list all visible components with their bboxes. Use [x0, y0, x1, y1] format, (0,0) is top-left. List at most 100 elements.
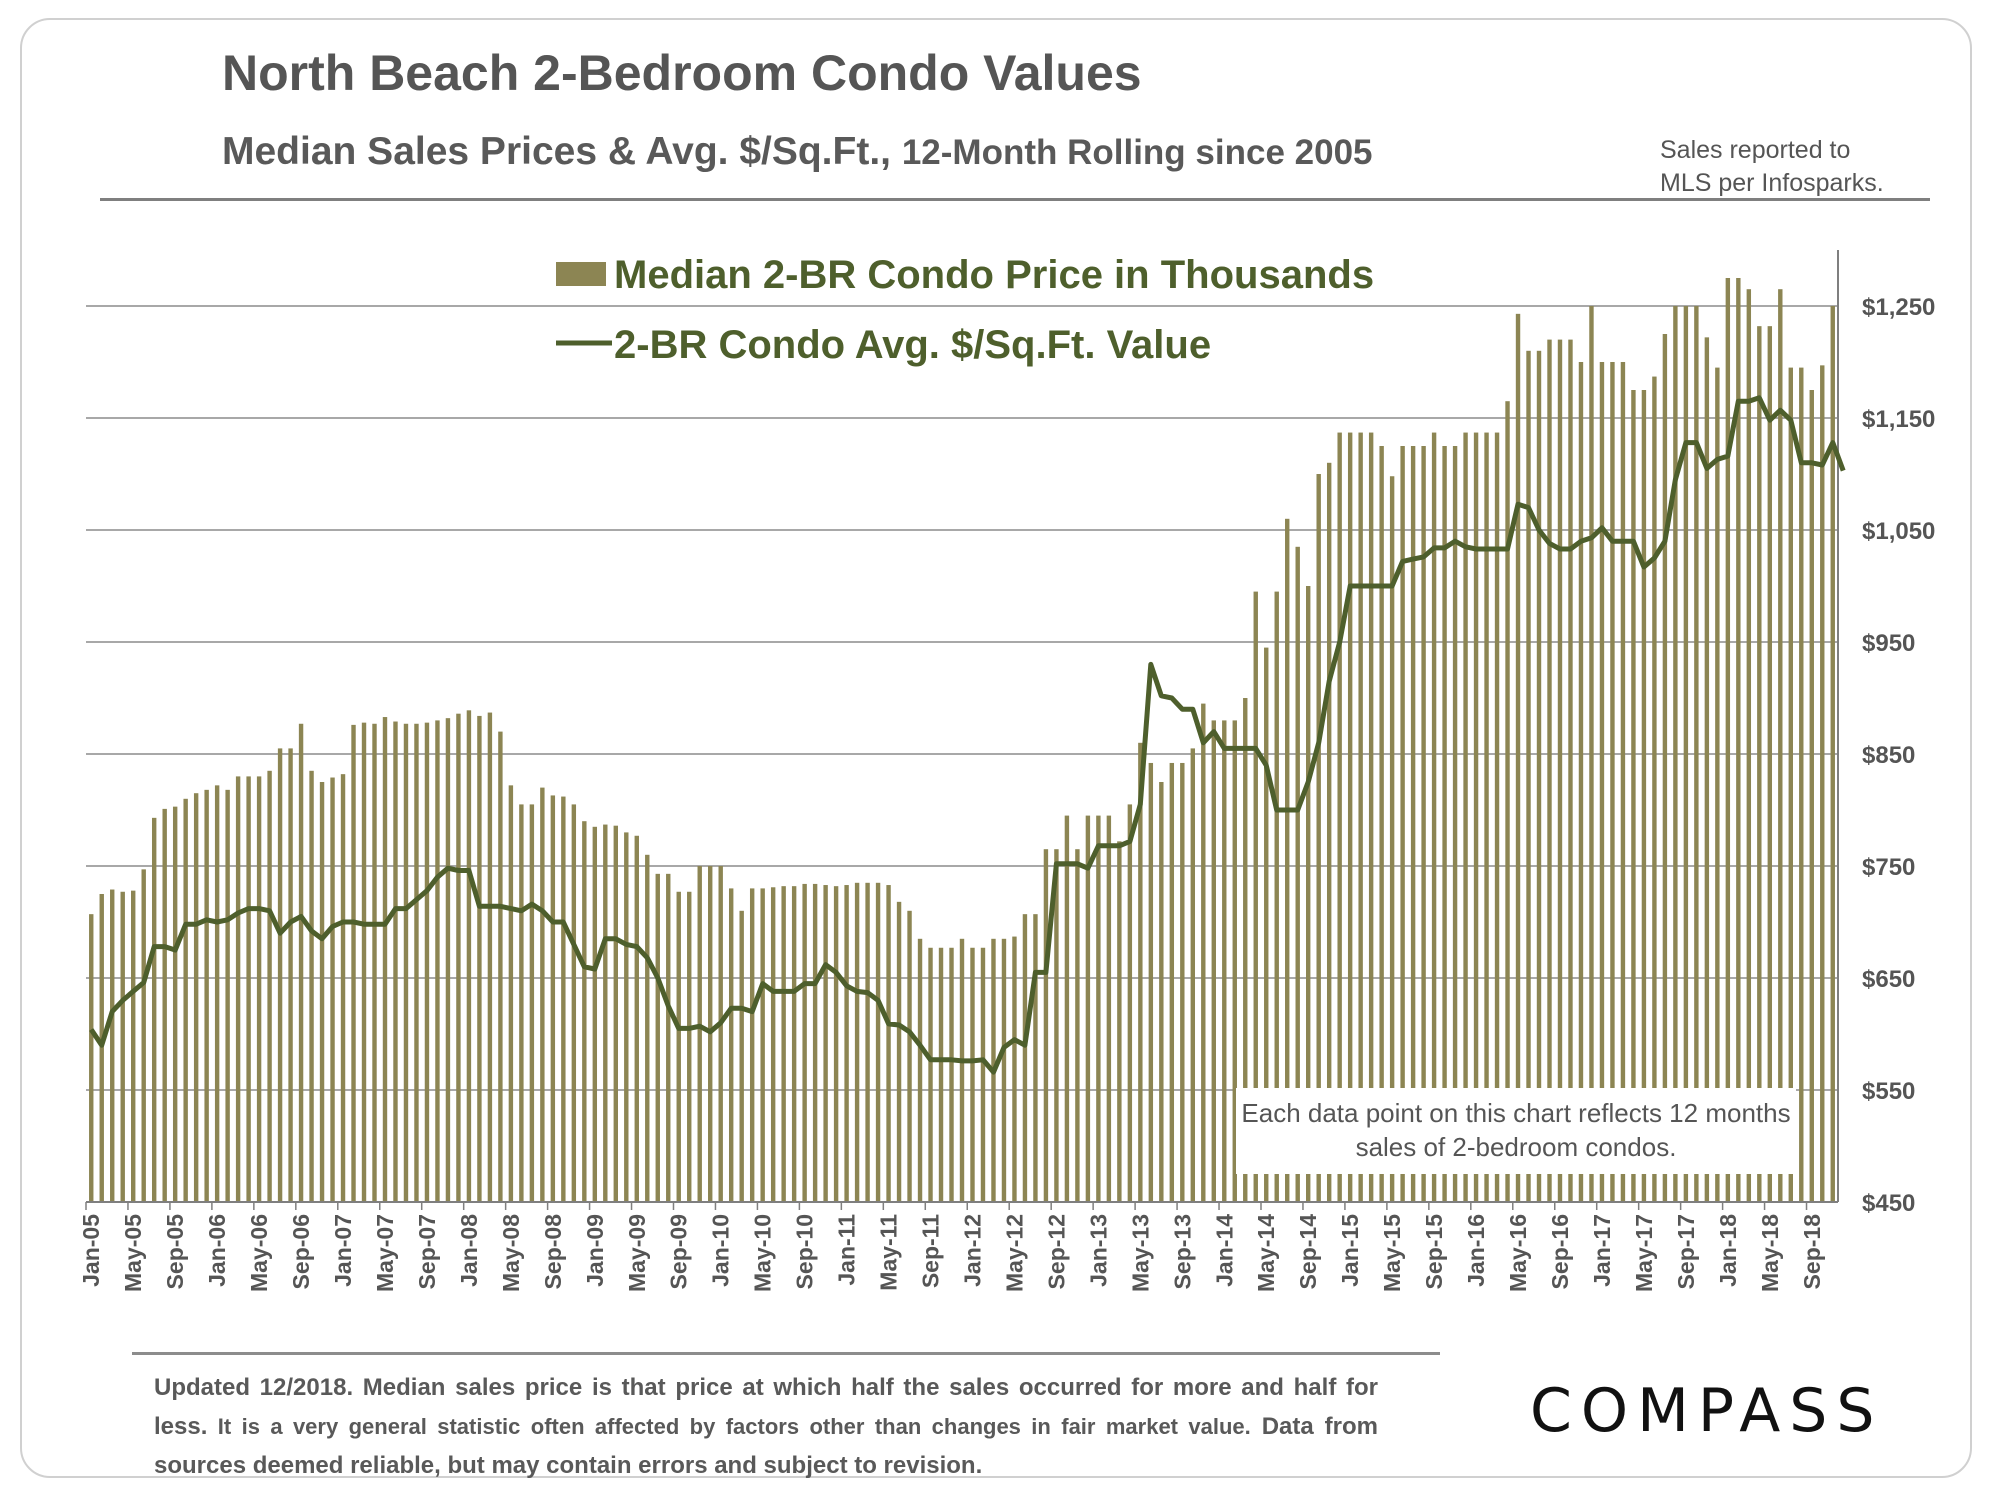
bar: [110, 889, 115, 1202]
bar: [875, 882, 881, 1202]
bar: [550, 795, 556, 1202]
bar: [1326, 462, 1332, 1202]
bar: [1022, 914, 1028, 1202]
bar: [1127, 804, 1133, 1202]
x-tick-label: Jan-15: [1337, 1214, 1363, 1287]
x-tick-label: Sep-07: [414, 1214, 440, 1289]
bar: [749, 888, 755, 1202]
bar: [1652, 376, 1657, 1202]
bar: [718, 866, 723, 1202]
bar: [466, 710, 472, 1202]
bar: [256, 776, 262, 1202]
y-tick-label: $850: [1862, 742, 1915, 769]
x-tick-label: May-13: [1127, 1214, 1153, 1292]
bar: [781, 886, 786, 1202]
slide-frame: [20, 18, 1972, 1478]
bar: [435, 720, 440, 1202]
legend-line-label: 2-BR Condo Avg. $/Sq.Ft. Value: [614, 323, 1211, 367]
bar: [1379, 446, 1384, 1202]
bar: [1736, 278, 1741, 1202]
bar: [487, 712, 493, 1202]
bar: [561, 796, 566, 1202]
legend-layer: Median 2-BR Condo Price in Thousands 2-B…: [556, 253, 1374, 367]
bar: [1725, 278, 1731, 1202]
bar: [1085, 815, 1091, 1202]
bar: [645, 854, 650, 1202]
price-per-sqft-line: [89, 395, 1846, 1075]
bar: [949, 947, 954, 1202]
x-tick-label: Sep-14: [1295, 1214, 1321, 1290]
bar: [529, 804, 535, 1202]
y-tick-label: $1,050: [1862, 518, 1935, 545]
bar: [414, 723, 419, 1202]
x-tick-label: May-05: [120, 1214, 146, 1292]
bar: [298, 723, 304, 1202]
compass-logo: COMPASS: [1530, 1376, 1884, 1446]
line-layer: [89, 395, 1846, 1075]
bar: [267, 770, 272, 1202]
bar: [592, 826, 598, 1202]
x-tick-label: Sep-08: [540, 1214, 566, 1290]
bar: [172, 806, 178, 1202]
bar: [1746, 289, 1752, 1202]
bar: [1515, 313, 1521, 1203]
bar: [1484, 432, 1489, 1202]
x-tick-label: May-15: [1379, 1214, 1405, 1292]
x-tick-label: Sep-09: [666, 1214, 692, 1289]
bar: [1526, 350, 1531, 1202]
bar: [372, 723, 377, 1202]
x-tick-label: Sep-12: [1043, 1214, 1069, 1289]
bar: [624, 832, 629, 1202]
bar: [1410, 446, 1416, 1202]
bar: [1012, 936, 1017, 1202]
bar: [634, 835, 639, 1202]
bar: [382, 717, 388, 1202]
x-tick-label: Jan-05: [78, 1214, 104, 1287]
bar: [277, 748, 283, 1202]
x-tick-label: Jan-10: [708, 1214, 734, 1287]
y-tick-label: $1,250: [1862, 294, 1935, 321]
x-tick-label: Jan-09: [582, 1214, 608, 1287]
bar: [1641, 390, 1647, 1202]
bar: [666, 873, 671, 1202]
x-tick-label: May-17: [1631, 1214, 1657, 1292]
bar: [456, 713, 461, 1202]
bar: [319, 782, 325, 1202]
x-tick-label: Jan-16: [1463, 1214, 1489, 1287]
bar: [1778, 289, 1783, 1202]
bar: [1274, 591, 1279, 1202]
title-divider: [100, 198, 1930, 201]
footnote-small: It is a very general statistic often aff…: [207, 1414, 1251, 1439]
bar: [1442, 446, 1447, 1202]
bar: [1043, 849, 1049, 1202]
bar: [1578, 362, 1584, 1202]
bar: [351, 724, 356, 1202]
bar: [1180, 762, 1185, 1202]
bar: [739, 910, 744, 1202]
bar: [1295, 546, 1300, 1202]
x-tick-label: May-09: [624, 1214, 650, 1292]
bar: [1138, 742, 1143, 1202]
bar: [1159, 782, 1164, 1202]
x-tick-label: May-12: [1001, 1214, 1027, 1292]
x-tick-label: Sep-16: [1547, 1214, 1573, 1289]
bar: [1054, 849, 1059, 1202]
bar: [1809, 390, 1814, 1202]
bar: [1536, 350, 1542, 1202]
bar: [1757, 326, 1762, 1202]
x-tick-label: May-06: [246, 1214, 272, 1292]
bar: [603, 824, 608, 1202]
bar: [917, 938, 923, 1202]
bar: [1368, 432, 1374, 1202]
x-tick-label: May-18: [1757, 1214, 1783, 1292]
x-tick-label: Sep-05: [162, 1214, 188, 1290]
bar: [1547, 339, 1552, 1203]
bar: [655, 873, 660, 1202]
subtitle-small: 12-Month Rolling since 2005: [901, 133, 1373, 172]
subtitle-main: Median Sales Prices & Avg. $/Sq.Ft.,: [222, 130, 891, 173]
bar: [540, 787, 545, 1202]
x-tick-label: Jan-18: [1715, 1214, 1741, 1287]
source-note: Sales reported to MLS per Infosparks.: [1660, 136, 1884, 197]
bar: [1557, 339, 1563, 1203]
x-tick-label: Jan-14: [1211, 1214, 1237, 1287]
